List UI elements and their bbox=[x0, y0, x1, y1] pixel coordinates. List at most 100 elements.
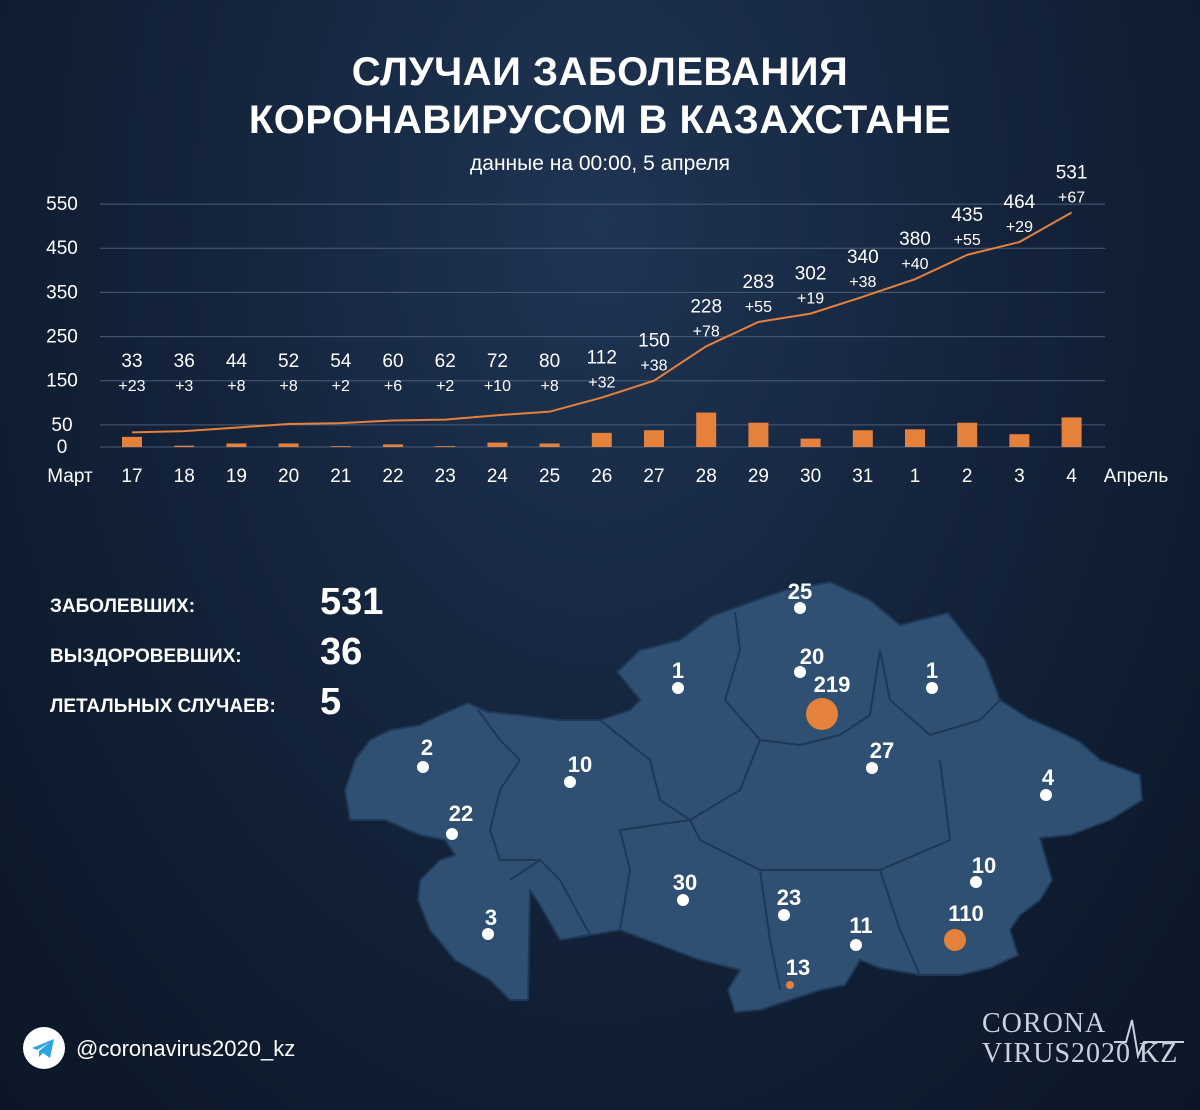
delta-label-17: +23 bbox=[118, 378, 145, 395]
bar-25 bbox=[539, 443, 560, 447]
map-marker bbox=[866, 762, 878, 774]
bar-23 bbox=[435, 446, 456, 447]
total-label-4: 531 bbox=[1056, 162, 1088, 183]
map-marker bbox=[926, 682, 938, 694]
map-marker bbox=[806, 698, 838, 730]
total-label-23: 62 bbox=[435, 351, 456, 372]
brand-logo: CORONA VIRUS2020 KZ bbox=[982, 1008, 1192, 1088]
bar-21 bbox=[330, 446, 351, 447]
map-marker bbox=[417, 761, 429, 773]
x-tick-label-18: 18 bbox=[174, 466, 195, 487]
x-tick-label-28: 28 bbox=[696, 466, 717, 487]
y-tick-label: 350 bbox=[46, 282, 78, 303]
x-tick-label-29: 29 bbox=[748, 466, 769, 487]
region-borders bbox=[477, 611, 1001, 991]
title-line-1: СЛУЧАИ ЗАБОЛЕВАНИЯ bbox=[351, 50, 849, 94]
x-tick-label-20: 20 bbox=[278, 466, 299, 487]
bar-27 bbox=[644, 430, 664, 447]
map-marker bbox=[850, 939, 862, 951]
bar-4 bbox=[1061, 417, 1082, 447]
total-label-28: 228 bbox=[690, 296, 722, 317]
delta-label-18: +3 bbox=[175, 378, 193, 395]
total-label-31: 340 bbox=[847, 247, 879, 268]
brand-line-2: VIRUS2020 KZ bbox=[982, 1038, 1179, 1069]
x-tick-label-17: 17 bbox=[121, 466, 142, 487]
bar-24 bbox=[487, 442, 508, 447]
map-marker bbox=[1040, 789, 1052, 801]
map-region-count: 1 bbox=[926, 658, 938, 683]
bar-17 bbox=[122, 436, 142, 447]
map-marker bbox=[672, 682, 684, 694]
map-region-count: 25 bbox=[788, 579, 812, 604]
bar-31 bbox=[852, 430, 873, 447]
delta-label-4: +67 bbox=[1058, 189, 1085, 206]
delta-label-20: +8 bbox=[279, 378, 297, 395]
x-tick-label-3: 3 bbox=[1014, 466, 1025, 487]
bar-29 bbox=[748, 422, 769, 447]
y-tick-label: 50 bbox=[51, 415, 72, 436]
delta-label-24: +10 bbox=[484, 378, 511, 395]
total-label-27: 150 bbox=[638, 331, 670, 352]
map-region-count: 20 bbox=[800, 644, 824, 669]
delta-label-21: +2 bbox=[332, 378, 350, 395]
map-region-count: 11 bbox=[849, 913, 872, 938]
map-region-count: 110 bbox=[948, 901, 984, 926]
delta-label-31: +38 bbox=[849, 274, 876, 291]
map-region-count: 23 bbox=[777, 885, 801, 910]
delta-label-28: +78 bbox=[693, 323, 720, 340]
map-marker bbox=[446, 828, 458, 840]
map-region-count: 10 bbox=[568, 752, 592, 777]
delta-label-23: +2 bbox=[436, 378, 454, 395]
stat-deaths-value: 5 bbox=[320, 681, 342, 723]
map-outline bbox=[343, 580, 1144, 1014]
subtitle: данные на 00:00, 5 апреля bbox=[470, 152, 730, 175]
bar-26 bbox=[591, 432, 612, 447]
map-marker bbox=[794, 666, 806, 678]
map-region-count: 13 bbox=[786, 955, 810, 980]
stat-deaths-label: ЛЕТАЛЬНЫХ СЛУЧАЕВ: bbox=[50, 696, 276, 717]
x-tick-label-2: 2 bbox=[962, 466, 973, 487]
map-region-count: 10 bbox=[972, 853, 996, 878]
x-tick-label-23: 23 bbox=[435, 466, 456, 487]
x-tick-label-1: 1 bbox=[910, 466, 921, 487]
map-marker bbox=[677, 894, 689, 906]
delta-label-2: +55 bbox=[954, 232, 981, 249]
pulse-line-icon bbox=[1114, 1019, 1184, 1060]
delta-label-30: +19 bbox=[797, 291, 824, 308]
bar-18 bbox=[174, 445, 195, 447]
x-tick-label-30: 30 bbox=[800, 466, 821, 487]
map-region-count: 2 bbox=[421, 735, 433, 760]
map-region-count: 3 bbox=[485, 905, 497, 930]
total-label-3: 464 bbox=[1004, 192, 1036, 213]
delta-label-1: +40 bbox=[901, 256, 928, 273]
map-marker bbox=[786, 981, 794, 989]
total-label-21: 54 bbox=[330, 351, 352, 372]
total-label-24: 72 bbox=[487, 351, 508, 372]
map-marker bbox=[970, 876, 982, 888]
map-region-count: 219 bbox=[814, 672, 851, 697]
delta-label-19: +8 bbox=[227, 378, 245, 395]
x-tick-label-22: 22 bbox=[382, 466, 403, 487]
x-tick-label-19: 19 bbox=[226, 466, 247, 487]
bar-3 bbox=[1009, 434, 1030, 447]
y-tick-label: 150 bbox=[46, 371, 78, 392]
delta-label-29: +55 bbox=[745, 299, 772, 316]
map-marker bbox=[778, 909, 790, 921]
x-tick-label-21: 21 bbox=[330, 466, 351, 487]
bar-22 bbox=[383, 444, 403, 447]
total-label-26: 112 bbox=[587, 348, 617, 369]
map-marker bbox=[564, 776, 576, 788]
total-label-1: 380 bbox=[899, 229, 931, 250]
bar-20 bbox=[278, 443, 299, 447]
total-label-18: 36 bbox=[174, 351, 195, 372]
x-tick-label-4: 4 bbox=[1066, 466, 1077, 487]
x-tick-label-26: 26 bbox=[591, 466, 612, 487]
y-tick-label: 550 bbox=[46, 194, 78, 215]
bar-19 bbox=[226, 443, 247, 447]
map-marker bbox=[794, 602, 806, 614]
cases-line bbox=[131, 211, 1073, 434]
total-label-25: 80 bbox=[539, 351, 560, 372]
telegram-handle: @coronavirus2020_kz bbox=[76, 1036, 296, 1061]
y-tick-label: 250 bbox=[46, 327, 78, 348]
